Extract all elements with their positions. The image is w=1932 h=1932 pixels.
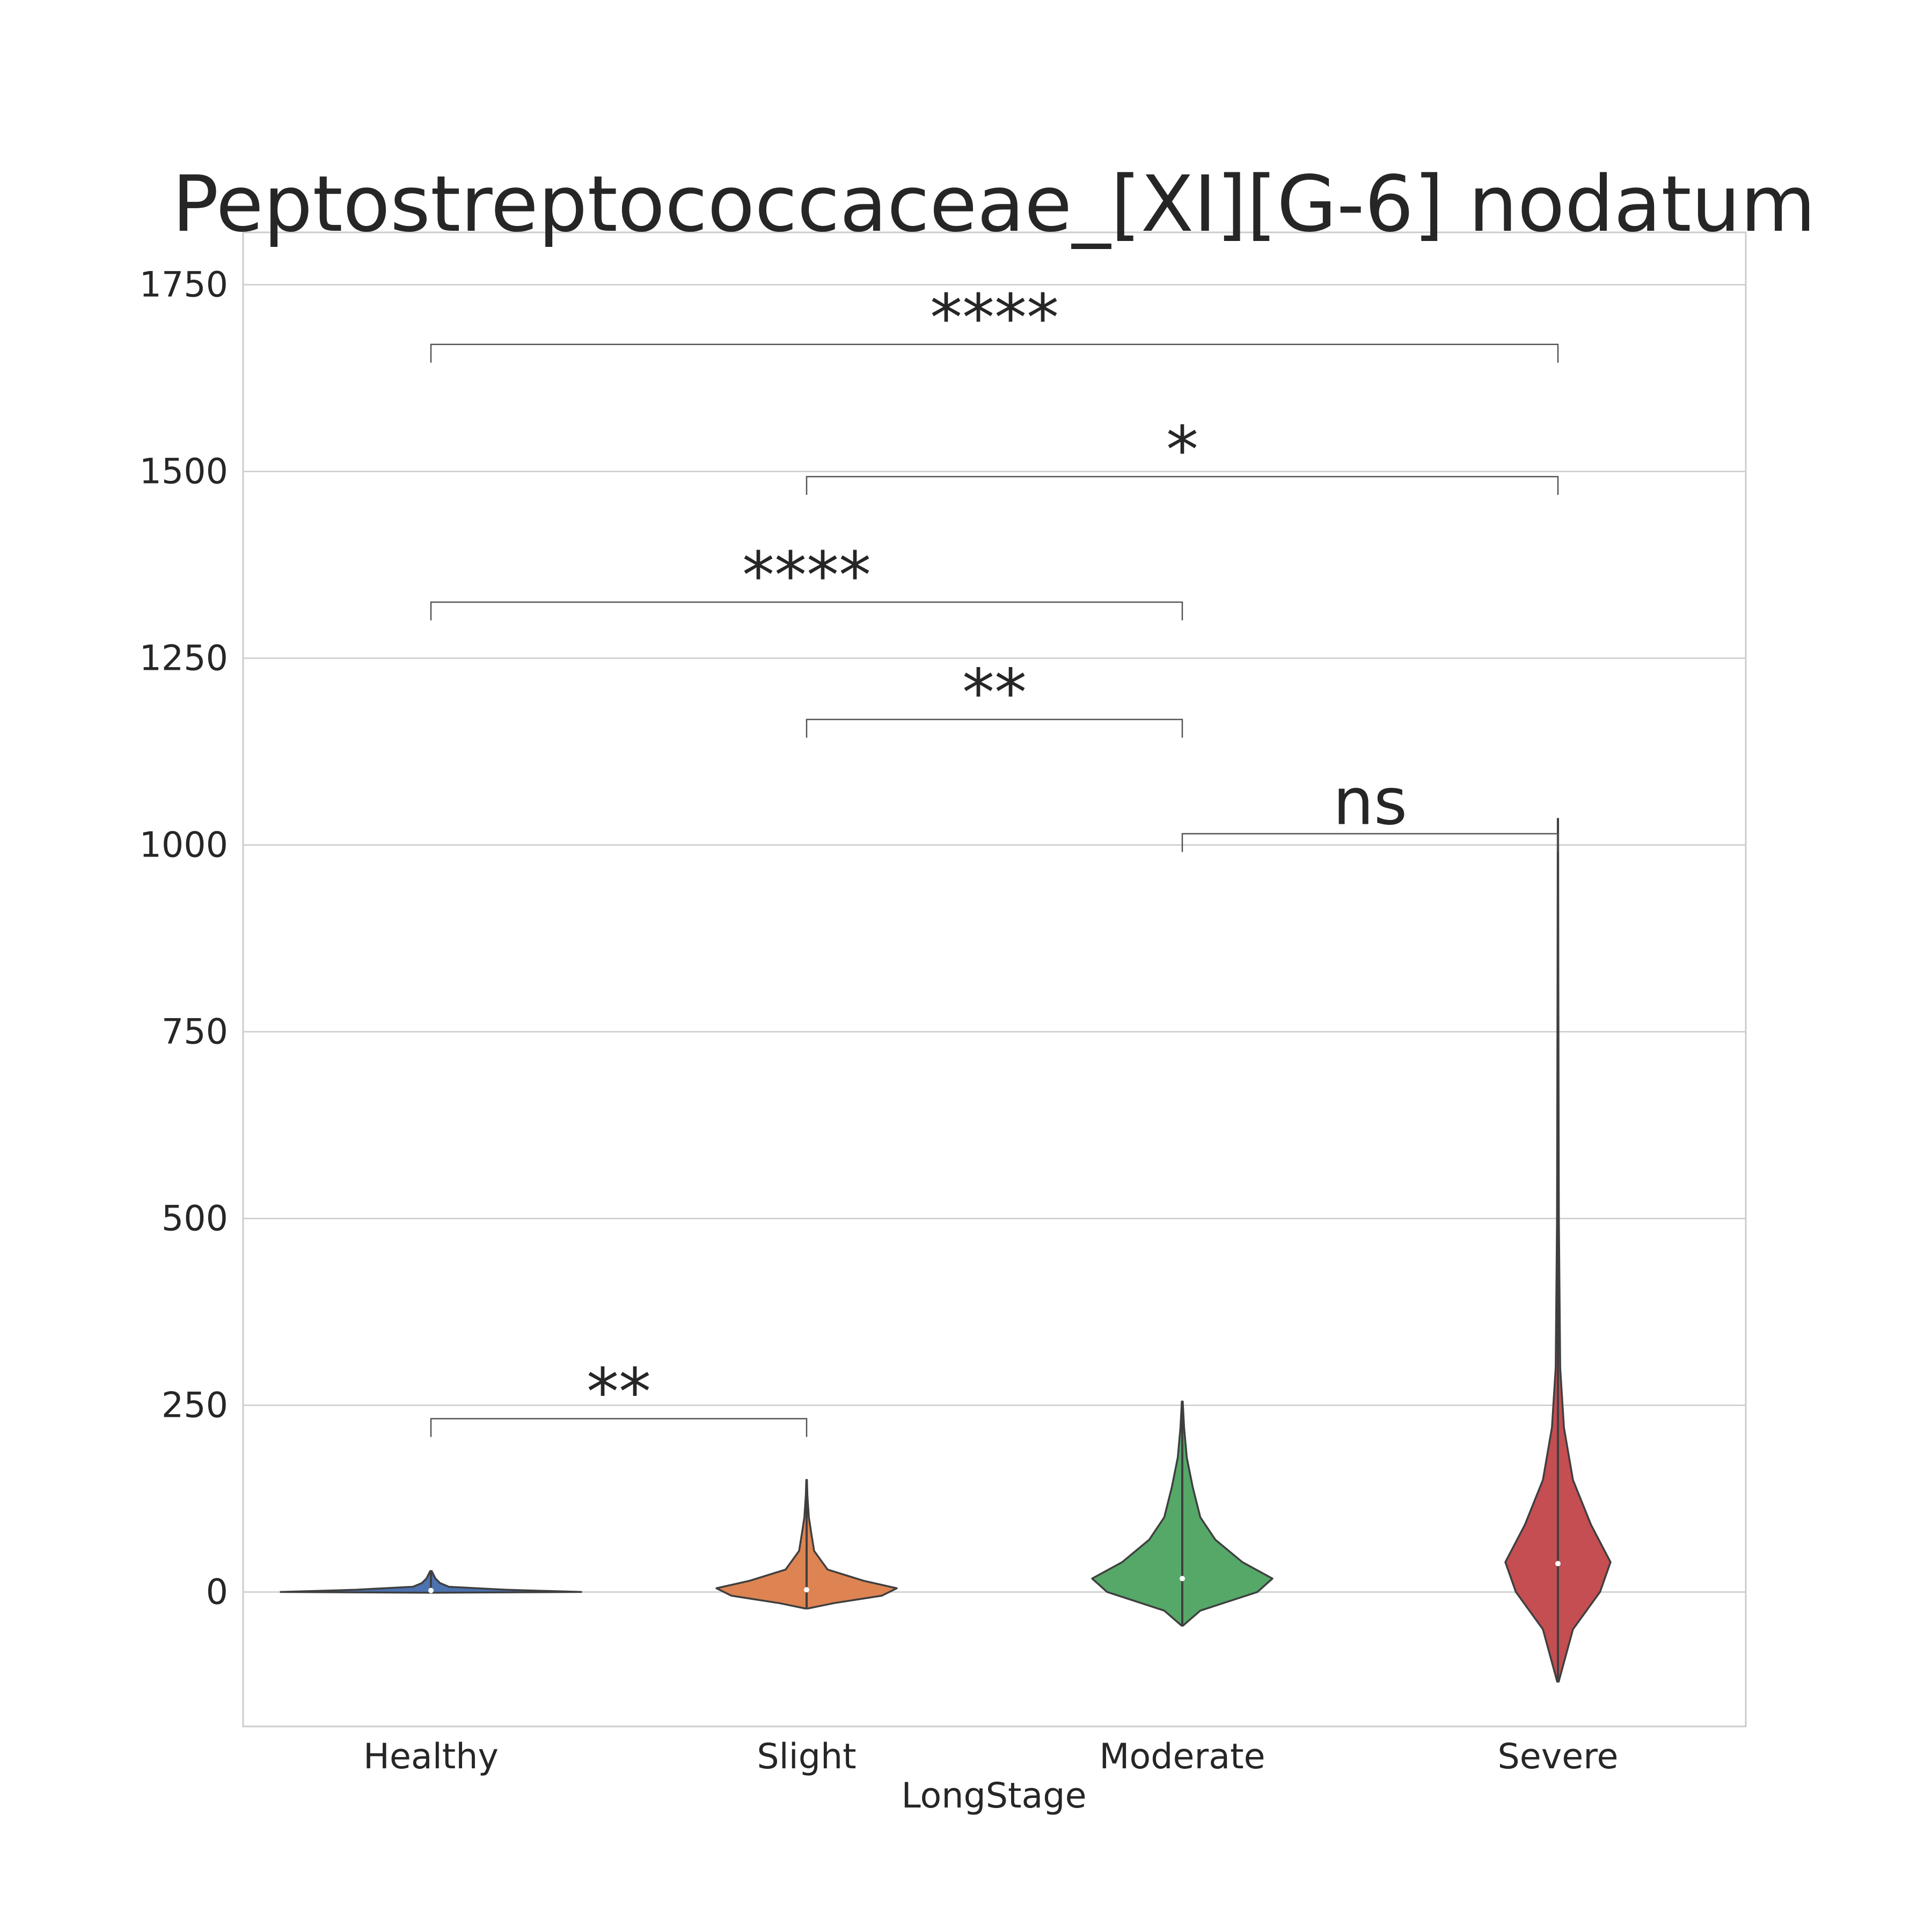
y-tick-label: 250: [162, 1385, 228, 1425]
violin-median: [1180, 1576, 1185, 1582]
significance-label: ****: [742, 539, 871, 613]
significance-bracket: [806, 719, 1183, 738]
x-tick-label: Moderate: [1099, 1737, 1265, 1777]
significance-bracket: [430, 343, 1559, 363]
significance-bracket: [430, 601, 1183, 621]
chart-title: Peptostreptococcaceae_[XI][G-6] nodatum: [172, 159, 1816, 249]
significance-label: **: [587, 1355, 651, 1430]
y-tick-label: 500: [162, 1198, 228, 1239]
y-tick-label: 1750: [140, 265, 228, 305]
significance-label: ns: [1333, 765, 1408, 840]
y-tick-label: 1500: [140, 451, 228, 492]
violin-median: [1555, 1561, 1561, 1567]
plot-border: [242, 231, 1747, 1728]
significance-bracket: [1181, 833, 1559, 852]
gridlines: [243, 284, 1746, 1593]
y-tick-label: 750: [162, 1012, 228, 1052]
violins: [280, 817, 1612, 1683]
y-tick-labels: 0 250 500 750 1000 1250 1500 1750: [140, 265, 228, 1612]
violin-median: [804, 1587, 809, 1593]
significance-bracket: [430, 1418, 808, 1437]
x-tick-label: Healthy: [363, 1737, 499, 1777]
significance-bracket: [806, 475, 1559, 495]
x-tick-label: Severe: [1498, 1737, 1619, 1777]
significance-label: **: [962, 656, 1027, 731]
plot-frame: [242, 231, 1747, 1728]
significance-annotations: **ns***********: [430, 281, 1559, 1437]
significance-label: *: [1166, 413, 1198, 488]
x-axis-label: LongStage: [901, 1776, 1086, 1816]
violin-median: [428, 1587, 434, 1593]
y-tick-label: 1000: [140, 825, 228, 865]
x-tick-label: Slight: [757, 1737, 856, 1777]
x-tick-labels: Healthy Slight Moderate Severe: [363, 1737, 1618, 1777]
y-tick-label: 0: [206, 1572, 228, 1612]
significance-label: ****: [930, 281, 1059, 356]
y-tick-label: 1250: [140, 638, 228, 678]
